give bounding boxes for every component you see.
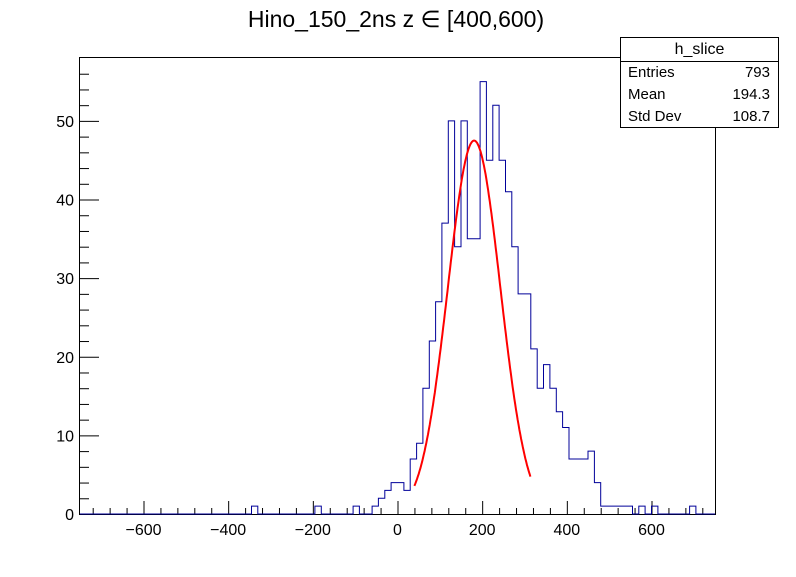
plot-frame xyxy=(79,57,716,515)
stats-row-mean: Mean 194.3 xyxy=(621,84,778,106)
x-tick-label: 0 xyxy=(393,522,402,539)
stats-value: 108.7 xyxy=(732,108,770,125)
y-tick-label: 50 xyxy=(56,114,74,131)
y-tick-label: 0 xyxy=(65,507,74,524)
y-tick-label: 10 xyxy=(56,428,74,445)
histogram-series xyxy=(80,81,715,515)
y-tick-label: 30 xyxy=(56,271,74,288)
x-tick-label: 200 xyxy=(469,522,496,539)
x-tick-label: 400 xyxy=(553,522,580,539)
stats-value: 793 xyxy=(744,64,770,81)
histogram-outline xyxy=(80,81,715,515)
axes: −600 −400 −200 0 200 400 600 0 10 20 30 40 50 xyxy=(56,73,704,539)
stats-row-entries: Entries 793 xyxy=(621,62,778,84)
stats-label: Std Dev xyxy=(628,108,682,125)
stats-label: Mean xyxy=(628,86,666,103)
chart-title: Hino_150_2ns z ∈ [400,600) xyxy=(248,6,544,32)
x-tick-label: 600 xyxy=(638,522,665,539)
gaussian-fit xyxy=(413,139,532,487)
stats-box-title: h_slice xyxy=(621,38,778,62)
y-tick-label: 40 xyxy=(56,193,74,210)
stats-box: h_slice Entries 793 Mean 194.3 Std Dev 1… xyxy=(620,37,779,128)
stats-label: Entries xyxy=(628,64,675,81)
y-tick-label: 20 xyxy=(56,350,74,367)
x-tick-label: −400 xyxy=(210,522,246,539)
stats-value: 194.3 xyxy=(732,86,770,103)
fit-curve xyxy=(413,139,532,487)
x-tick-label: −200 xyxy=(295,522,331,539)
x-tick-label: −600 xyxy=(125,522,161,539)
stats-row-std-dev: Std Dev 108.7 xyxy=(621,106,778,128)
